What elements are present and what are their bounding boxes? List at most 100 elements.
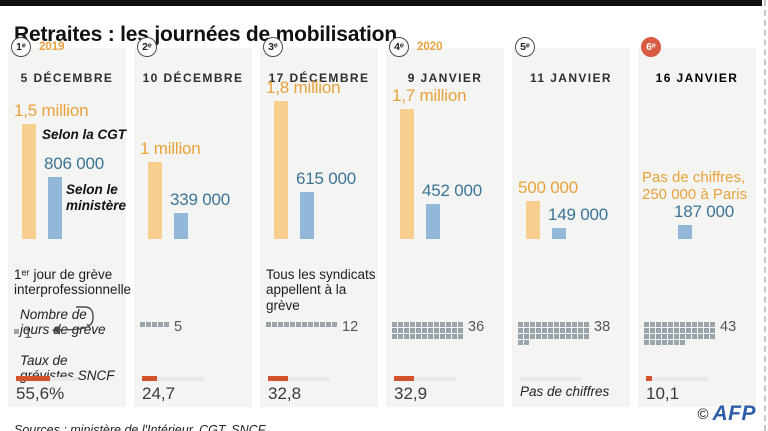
strike-days-row: 12: [266, 319, 376, 335]
strike-day-square: [554, 328, 559, 333]
year-label: 2019: [39, 41, 65, 53]
sncf-gauge-fill: [394, 376, 415, 381]
strike-day-square: [440, 334, 445, 339]
ministry-bar: [552, 228, 566, 239]
strike-day-square: [542, 322, 547, 327]
strike-day-square: [428, 334, 433, 339]
sncf-gauge-fill: [268, 376, 289, 381]
strike-day-square: [404, 334, 409, 339]
sncf-rate-value: 24,7: [142, 384, 176, 403]
strike-day-square: [566, 328, 571, 333]
strike-day-square: [650, 334, 655, 339]
sncf-gauge-fill: [16, 376, 51, 381]
strike-day-square: [656, 340, 661, 345]
strike-day-square: [662, 340, 667, 345]
strike-days-squares: [140, 322, 169, 327]
strike-day-square: [710, 328, 715, 333]
strike-day-square: [296, 322, 301, 327]
strike-day-square: [434, 328, 439, 333]
ministry-legend: Selon le ministère: [66, 182, 127, 213]
strike-days-row: 38: [518, 319, 628, 345]
strike-day-square: [698, 328, 703, 333]
strike-day-square: [536, 334, 541, 339]
strike-day-square: [410, 334, 415, 339]
cgt-bar: [22, 124, 36, 239]
cgt-bar: [526, 201, 540, 239]
ministry-value: 806 000: [44, 154, 105, 173]
sncf-gauge-track: [394, 376, 456, 381]
date-heading: 5 DÉCEMBRE: [20, 70, 114, 85]
strike-day-square: [518, 334, 523, 339]
copyright-icon: ©: [697, 405, 709, 423]
strike-day-square: [560, 328, 565, 333]
strike-day-square: [536, 328, 541, 333]
strike-day-square: [656, 334, 661, 339]
strike-day-square: [662, 322, 667, 327]
strike-day-square: [542, 334, 547, 339]
strike-day-square: [692, 334, 697, 339]
strike-day-square: [668, 322, 673, 327]
strike-day-square: [410, 322, 415, 327]
strike-day-square: [644, 334, 649, 339]
bar-chart: 1,8 million 615 000: [260, 48, 378, 239]
strike-day-square: [704, 334, 709, 339]
strike-day-square: [542, 328, 547, 333]
strike-days-count: 12: [342, 319, 359, 335]
strike-day-square: [650, 340, 655, 345]
sncf-rate-value: 32,8: [268, 384, 302, 403]
strike-day-square: [650, 322, 655, 327]
ministry-bar: [678, 225, 692, 239]
date-heading: 17 DÉCEMBRE: [268, 70, 370, 85]
strike-days-squares: [392, 322, 463, 339]
strike-days-row: 36: [392, 319, 502, 339]
date-heading: 16 JANVIER: [655, 70, 739, 85]
strike-day-square: [704, 322, 709, 327]
strike-day-square: [524, 328, 529, 333]
strike-days-count: 43: [720, 319, 737, 335]
ministry-value: 339 000: [170, 190, 231, 209]
ministry-bar: [300, 192, 314, 239]
strike-day-square: [290, 322, 295, 327]
cgt-value: 1,5 million: [14, 101, 89, 120]
strike-day-square: [560, 334, 565, 339]
year-label: 2020: [417, 41, 443, 53]
strike-day-square: [446, 328, 451, 333]
cgt-value: 1,7 million: [392, 86, 467, 105]
strike-day-square: [662, 334, 667, 339]
strike-day-square: [668, 334, 673, 339]
strike-day-square: [662, 328, 667, 333]
strike-day-square: [146, 322, 151, 327]
strike-day-square: [584, 334, 589, 339]
strike-day-square: [440, 328, 445, 333]
sncf-gauge-track: [520, 377, 582, 381]
strike-day-square: [458, 322, 463, 327]
bar-chart: 500 000 149 000: [512, 48, 630, 239]
strike-day-square: [314, 322, 319, 327]
sncf-gauge-track: [16, 376, 78, 381]
strike-day-square: [578, 334, 583, 339]
strike-day-square: [458, 328, 463, 333]
strike-day-square: [446, 322, 451, 327]
column-panel-17-decembre: 3ᵉ 17 DÉCEMBRE 1,8 million 615 000 Tous …: [260, 37, 378, 407]
strike-day-square: [698, 322, 703, 327]
strike-day-square: [332, 322, 337, 327]
ministry-bar: [48, 177, 62, 239]
ministry-value: 187 000: [674, 202, 735, 221]
ministry-value: 149 000: [548, 205, 609, 224]
sncf-gauge-fill: [142, 376, 158, 381]
strike-day-square: [434, 334, 439, 339]
sncf-no-data-label: Pas de chiffres: [520, 384, 610, 399]
cgt-no-figures-note: Pas de chiffres, 250 000 à Paris: [642, 168, 748, 203]
strike-day-square: [536, 322, 541, 327]
strike-days-row: 5: [140, 319, 250, 335]
strike-day-square: [272, 322, 277, 327]
ministry-bar: [174, 213, 188, 239]
strike-day-square: [674, 334, 679, 339]
strike-day-square: [398, 328, 403, 333]
strike-day-square: [674, 328, 679, 333]
cgt-value: 500 000: [518, 178, 579, 197]
column-panel-9-janvier: 4ᵉ 2020 9 JANVIER 1,7 million 452 000 36…: [386, 37, 504, 407]
column-panel-5-decembre: 1ᵉ 2019 5 DÉCEMBRE 1,5 million Selon la …: [8, 37, 131, 407]
strike-day-square: [698, 334, 703, 339]
strike-day-square: [680, 334, 685, 339]
